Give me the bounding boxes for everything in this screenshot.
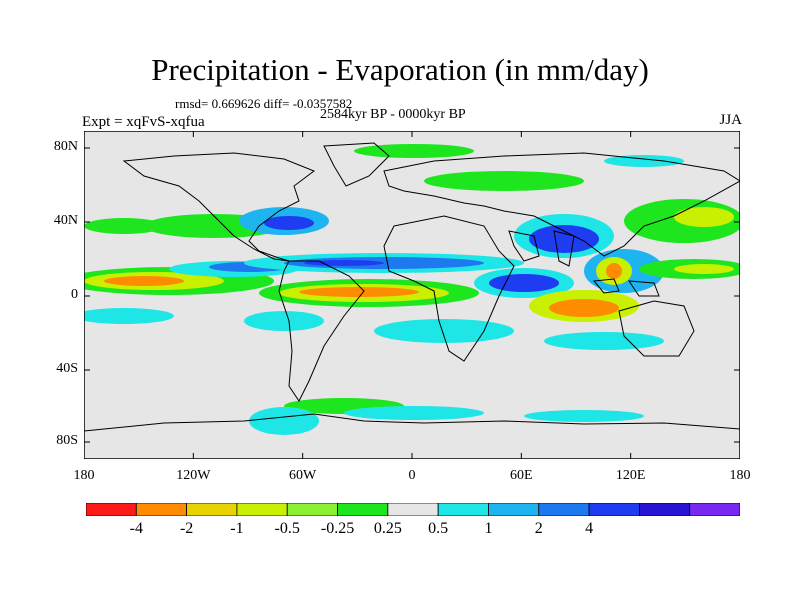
- colorbar-label: -2: [179, 520, 194, 537]
- period-text: 2584kyr BP - 0000kyr BP: [320, 107, 466, 122]
- x-tick-label: 120W: [176, 468, 211, 483]
- colorbar-label: 0.5: [428, 520, 449, 537]
- colorbar-label: -0.5: [274, 520, 300, 537]
- x-tick-label: 180: [73, 468, 95, 483]
- colorbar-segment: [387, 503, 439, 516]
- x-tick-label: 0: [408, 468, 416, 483]
- colorbar: [86, 503, 740, 516]
- stats-text: rmsd= 0.669626 diff= -0.0357582: [175, 96, 353, 111]
- field-patches: [84, 144, 740, 435]
- x-tick-label: 180: [729, 468, 751, 483]
- colorbar-label: -0.25: [320, 520, 355, 537]
- y-tick-label: 40S: [56, 361, 78, 376]
- colorbar-label: 1: [484, 520, 493, 537]
- x-tick-label: 60E: [510, 468, 533, 483]
- colorbar-segment: [236, 503, 288, 516]
- colorbar-segment: [186, 503, 238, 516]
- colorbar-label: 4: [585, 520, 594, 537]
- colorbar-segment: [689, 503, 740, 516]
- tick-marks: [84, 131, 740, 459]
- colorbar-label: 2: [534, 520, 543, 537]
- colorbar-segment: [437, 503, 489, 516]
- y-tick-label: 0: [71, 287, 78, 302]
- colorbar-segment: [588, 503, 640, 516]
- x-tick-label: 60W: [289, 468, 317, 483]
- colorbar-segment: [135, 503, 188, 516]
- experiment-label: Expt = xqFvS-xqfua: [82, 114, 205, 130]
- colorbar-label: -1: [230, 520, 244, 537]
- colorbar-segment: [488, 503, 540, 516]
- x-tick-label: 120E: [615, 468, 646, 483]
- y-tick-label: 80S: [56, 433, 78, 448]
- coastlines: [84, 142, 740, 432]
- colorbar-segment: [86, 503, 137, 516]
- season-label: JJA: [719, 112, 742, 128]
- colorbar-segment: [286, 503, 338, 516]
- colorbar-label: 0.25: [373, 520, 402, 537]
- map-title: Precipitation - Evaporation (in mm/day): [151, 52, 649, 87]
- colorbar-segment: [638, 503, 691, 516]
- colorbar-label: -4: [129, 520, 143, 537]
- colorbar-segment: [538, 503, 590, 516]
- y-tick-label: 40N: [53, 213, 78, 228]
- colorbar-segment: [337, 503, 389, 516]
- map-plot: [84, 131, 740, 459]
- y-tick-label: 80N: [53, 139, 78, 154]
